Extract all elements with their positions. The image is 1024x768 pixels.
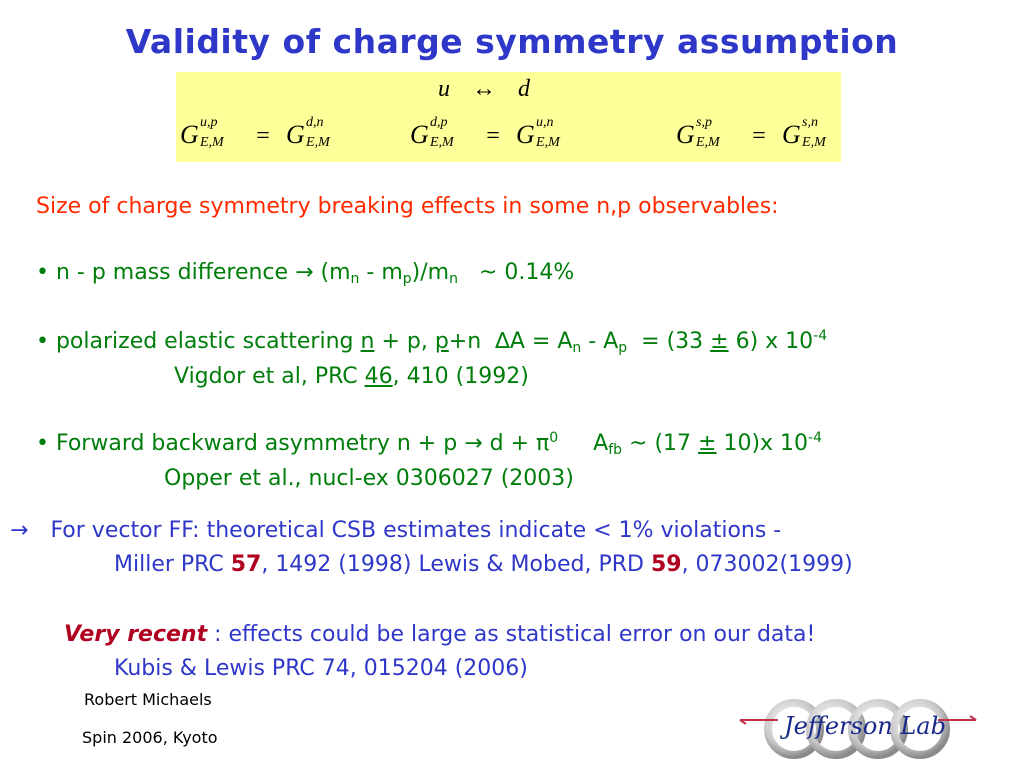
jefferson-lab-logo-graphic — [739, 699, 977, 759]
vector-ff-line1: → For vector FF: theoretical CSB estimate… — [10, 518, 782, 543]
right-arrow-icon: → — [295, 260, 314, 285]
vector-ff-refs: Miller PRC 57, 1492 (1998) Lewis & Mobed… — [114, 552, 853, 577]
heading-csb: Size of charge symmetry breaking effects… — [36, 194, 779, 219]
reference-kubis: Kubis & Lewis PRC 74, 015204 (2006) — [114, 656, 528, 681]
g-lhs-2: G d,p E,M — [410, 115, 454, 150]
equation-3: G s,p E,M = G s,n E,M — [676, 115, 842, 150]
bullet-forward-backward: • Forward backward asymmetry n + p → d +… — [36, 430, 823, 458]
reference-vigdor: Vigdor et al, PRC 46, 410 (1992) — [174, 364, 529, 389]
g-rhs-3: G s,n E,M — [782, 115, 826, 150]
right-arrow-icon: → — [464, 431, 483, 456]
bullet-polarized-scattering: • polarized elastic scattering n + p, p+… — [36, 328, 828, 356]
equation-2: G d,p E,M = G u,n E,M — [410, 115, 576, 150]
g-rhs-2: G u,n E,M — [516, 115, 560, 150]
equation-box: u ↔ d G u,p E,M = G d,n E,M G d,p E,M = … — [176, 72, 841, 162]
delta-symbol: ∆ — [495, 329, 510, 354]
g-rhs-1: G d,n E,M — [286, 115, 330, 150]
footer-conference: Spin 2006, Kyoto — [82, 728, 218, 747]
u-d-swap: u ↔ d — [438, 76, 530, 103]
reference-opper: Opper et al., nucl-ex 0306027 (2003) — [164, 466, 574, 491]
d-symbol: d — [518, 76, 530, 102]
pi-symbol: π — [536, 431, 550, 456]
right-arrow-icon: → — [10, 518, 29, 543]
bullet-mass-difference: • n - p mass difference → (mn - mp)/mn ~… — [36, 260, 575, 287]
u-symbol: u — [438, 76, 450, 102]
double-arrow-icon: ↔ — [472, 76, 496, 102]
very-recent-line: Very recent : effects could be large as … — [64, 622, 816, 647]
jefferson-lab-logo-text: Jefferson Lab — [784, 712, 946, 740]
jefferson-lab-logo: Jefferson Lab — [738, 698, 978, 760]
equation-1: G u,p E,M = G d,n E,M — [180, 115, 346, 150]
slide-title: Validity of charge symmetry assumption — [125, 22, 899, 61]
footer-author: Robert Michaels — [84, 690, 212, 709]
very-recent-label: Very recent — [64, 622, 208, 647]
g-lhs-3: G s,p E,M — [676, 115, 720, 150]
g-lhs-1: G u,p E,M — [180, 115, 224, 150]
